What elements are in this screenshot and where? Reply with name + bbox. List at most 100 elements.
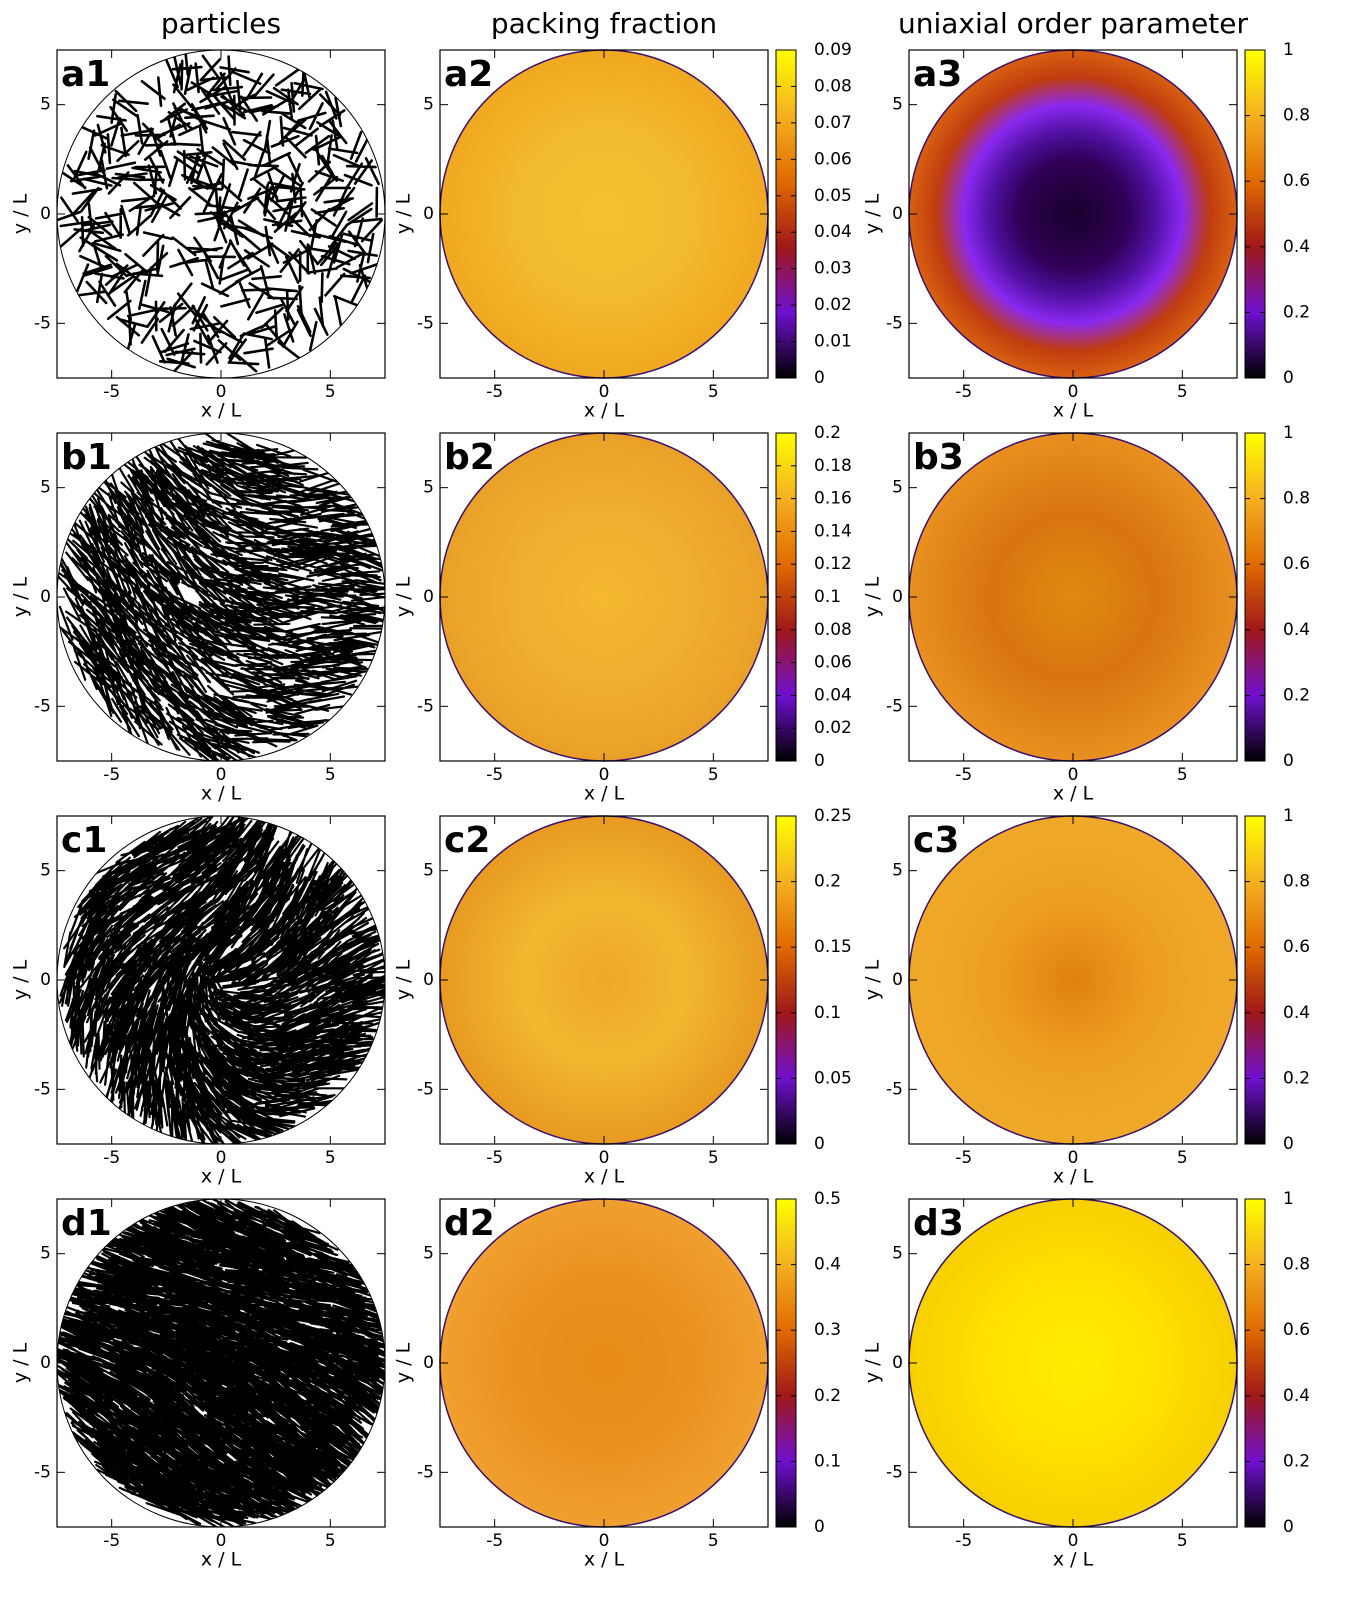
y-axis-label: y / L: [393, 576, 415, 617]
panel-label: b1: [61, 437, 112, 478]
y-axis-label: y / L: [393, 959, 415, 1000]
x-tick-label: -5: [103, 765, 120, 785]
colorbar-tick-label: 0.2: [1283, 1451, 1310, 1471]
y-tick-label: 5: [423, 1244, 434, 1264]
x-tick-label: 5: [708, 1531, 719, 1551]
y-tick-label: 5: [423, 478, 434, 498]
x-tick-label: 5: [708, 382, 719, 402]
y-tick-label: 5: [892, 861, 903, 881]
panel-label: c2: [444, 820, 490, 861]
colorbar-tick-label: 0.8: [1283, 106, 1310, 126]
colorbar-tick-label: 0.8: [1283, 872, 1310, 892]
x-tick-label: 5: [325, 1148, 336, 1168]
panel-label: c1: [61, 820, 107, 861]
colorbar-tick-label: 0: [1283, 1134, 1294, 1154]
y-tick-label: -5: [34, 313, 51, 333]
y-tick-label: 0: [892, 1353, 903, 1373]
colorbar: [1245, 1199, 1265, 1527]
panel-label: d1: [61, 1203, 112, 1244]
heatmap-disk: [440, 1199, 768, 1527]
y-tick-label: -5: [886, 696, 903, 716]
x-tick-label: -5: [486, 765, 503, 785]
x-tick-label: -5: [955, 765, 972, 785]
colorbar-tick-label: 0.01: [814, 332, 852, 352]
y-tick-label: 0: [423, 587, 434, 607]
colorbar: [1245, 433, 1265, 761]
colorbar-tick-label: 0: [1283, 1517, 1294, 1537]
y-tick-label: -5: [886, 1079, 903, 1099]
y-axis-label: y / L: [862, 193, 884, 234]
x-tick-label: -5: [103, 1148, 120, 1168]
heatmap-disk: [909, 1199, 1237, 1527]
y-axis-label: y / L: [10, 1342, 32, 1383]
colorbar-tick-label: 0: [1283, 368, 1294, 388]
colorbar-tick-label: 0.12: [814, 554, 852, 574]
y-axis-label: y / L: [10, 576, 32, 617]
y-tick-label: 0: [423, 1353, 434, 1373]
y-tick-label: -5: [886, 1462, 903, 1482]
column-title: uniaxial order parameter: [898, 7, 1248, 40]
y-tick-label: -5: [34, 696, 51, 716]
colorbar-tick-label: 1: [1283, 423, 1294, 443]
x-tick-label: 5: [708, 1148, 719, 1168]
colorbar-tick-label: 1: [1283, 806, 1294, 826]
colorbar-tick-label: 0.8: [1283, 489, 1310, 509]
y-tick-label: 0: [40, 587, 51, 607]
y-tick-label: 5: [40, 95, 51, 115]
colorbar-tick-label: 0.2: [1283, 685, 1310, 705]
x-tick-label: -5: [955, 382, 972, 402]
y-tick-label: -5: [886, 313, 903, 333]
colorbar-tick-label: 0: [814, 751, 825, 771]
x-tick-label: -5: [955, 1148, 972, 1168]
colorbar-tick-label: 0.02: [814, 295, 852, 315]
colorbar-tick-label: 0.2: [814, 872, 841, 892]
heatmap-disk: [909, 50, 1237, 378]
panel-label: d3: [913, 1203, 964, 1244]
colorbar-tick-label: 0.18: [814, 456, 852, 476]
heatmap-disk: [909, 433, 1237, 761]
colorbar-tick-label: 0.1: [814, 587, 841, 607]
colorbar-tick-label: 0.09: [814, 40, 852, 60]
colorbar: [1245, 816, 1265, 1144]
x-axis-label: x / L: [201, 1166, 242, 1188]
x-tick-label: 5: [1177, 382, 1188, 402]
x-axis-label: x / L: [1053, 783, 1094, 805]
colorbar-tick-label: 0.25: [814, 806, 852, 826]
colorbar-tick-label: 0.07: [814, 113, 852, 133]
colorbar-tick-label: 0.04: [814, 222, 852, 242]
x-tick-label: 5: [1177, 1148, 1188, 1168]
x-tick-label: 5: [1177, 1531, 1188, 1551]
y-tick-label: -5: [34, 1079, 51, 1099]
x-axis-label: x / L: [201, 400, 242, 422]
column-title: packing fraction: [491, 7, 717, 40]
x-axis-label: x / L: [201, 1549, 242, 1571]
panel-label: b3: [913, 437, 964, 478]
colorbar-tick-label: 0.03: [814, 259, 852, 279]
panel-label: b2: [444, 437, 495, 478]
x-axis-label: x / L: [201, 783, 242, 805]
heatmap-disk: [440, 816, 768, 1144]
colorbar-tick-label: 0.1: [814, 1451, 841, 1471]
colorbar-tick-label: 0.6: [1283, 937, 1310, 957]
y-axis-label: y / L: [862, 1342, 884, 1383]
x-tick-label: -5: [103, 1531, 120, 1551]
y-tick-label: 0: [40, 970, 51, 990]
x-tick-label: 5: [325, 1531, 336, 1551]
heatmap-disk: [440, 50, 768, 378]
colorbar: [776, 50, 796, 378]
y-tick-label: 5: [892, 95, 903, 115]
colorbar-tick-label: 0.2: [814, 423, 841, 443]
colorbar-tick-label: 0.2: [1283, 302, 1310, 322]
panel-label: a3: [913, 54, 962, 95]
y-axis-label: y / L: [862, 576, 884, 617]
x-tick-label: 5: [1177, 765, 1188, 785]
colorbar-tick-label: 0: [814, 1517, 825, 1537]
x-tick-label: -5: [955, 1531, 972, 1551]
colorbar-tick-label: 0.06: [814, 149, 852, 169]
y-tick-label: -5: [417, 1079, 434, 1099]
y-tick-label: 0: [423, 970, 434, 990]
panel-label: a2: [444, 54, 493, 95]
x-axis-label: x / L: [1053, 400, 1094, 422]
y-tick-label: 5: [423, 861, 434, 881]
y-tick-label: 5: [892, 1244, 903, 1264]
